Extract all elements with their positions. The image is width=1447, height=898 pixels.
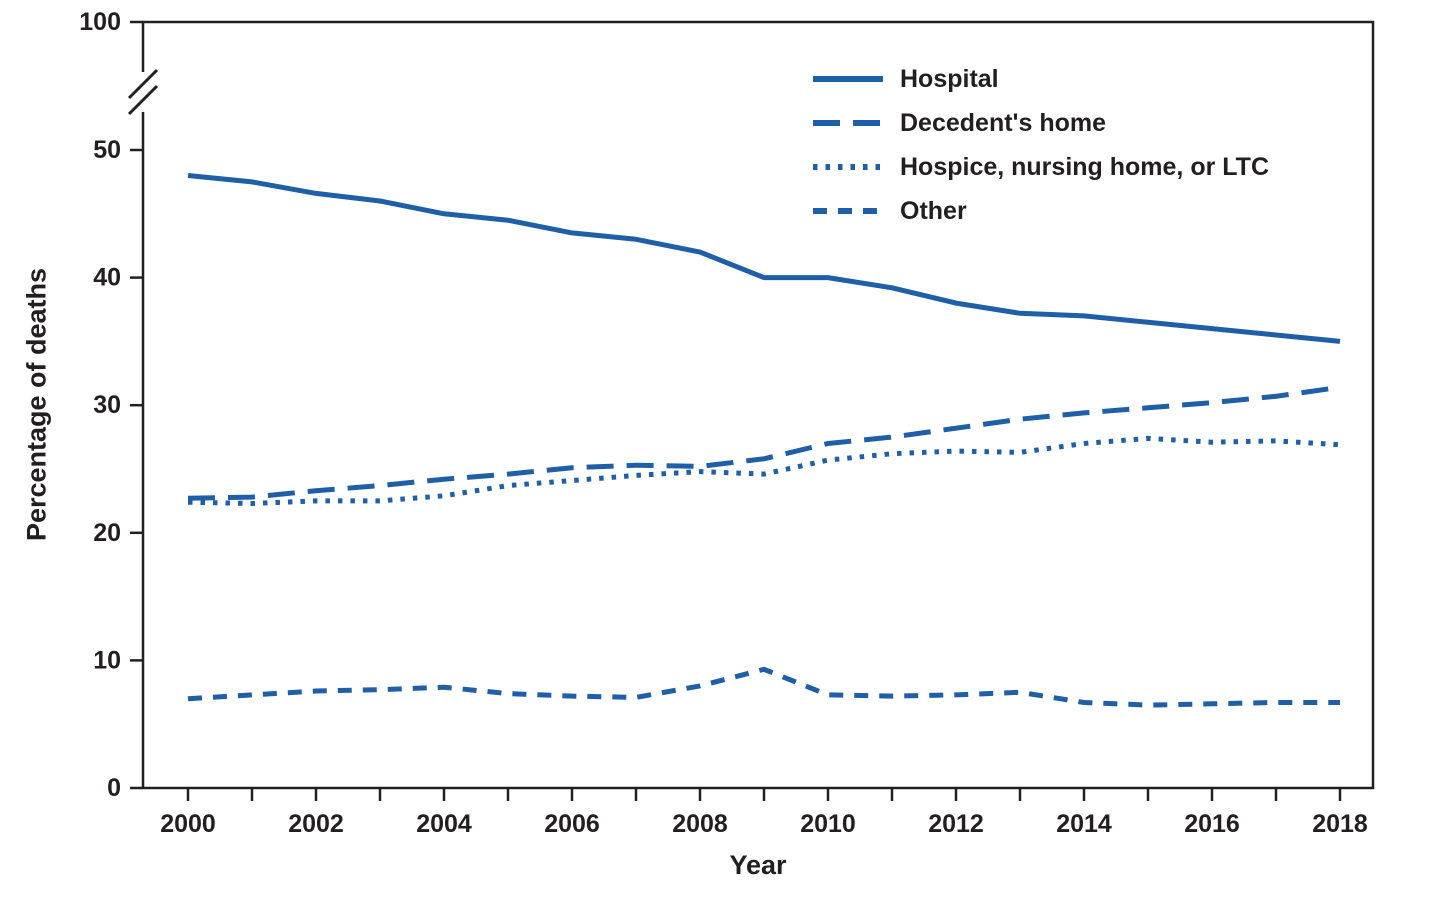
legend-label-decedents-home: Decedent's home	[900, 108, 1107, 137]
y-tick-label: 30	[93, 391, 121, 419]
legend-label-hospice-nursing-ltc: Hospice, nursing home, or LTC	[900, 152, 1270, 181]
legend-line-dotted-icon	[813, 164, 883, 170]
x-tick-label: 2004	[416, 810, 472, 838]
series-line-1	[187, 384, 1341, 501]
series-line-3	[187, 666, 1340, 708]
legend-item-hospital: Hospital	[812, 64, 1269, 94]
legend-line-long-dash-icon	[813, 120, 883, 126]
axis-break-slash-icon	[127, 68, 159, 100]
y-axis-title: Percentage of deaths	[21, 267, 52, 542]
legend-line-short-dash-icon	[813, 208, 883, 214]
y-tick-label: 100	[79, 8, 121, 36]
axis-break-gap	[138, 72, 148, 112]
axis-break-slash-icon	[127, 84, 159, 116]
x-tick-label: 2006	[544, 810, 600, 838]
x-tick-label: 2000	[160, 810, 216, 838]
legend-item-hospice-nursing-ltc: Hospice, nursing home, or LTC	[812, 152, 1269, 182]
legend-item-decedents-home: Decedent's home	[812, 108, 1269, 138]
series-line-2	[187, 435, 1341, 506]
x-axis-title: Year	[729, 850, 787, 880]
legend-line-solid-icon	[813, 76, 883, 82]
x-tick-label: 2018	[1312, 810, 1368, 838]
x-tick-label: 2008	[672, 810, 728, 838]
x-tick-label: 2002	[288, 810, 344, 838]
y-tick-label: 40	[93, 264, 121, 292]
legend: Hospital Decedent's home Hospice, nursin…	[812, 64, 1269, 226]
legend-label-hospital: Hospital	[900, 64, 999, 93]
y-tick-label: 10	[93, 646, 121, 674]
x-tick-label: 2014	[1056, 810, 1112, 838]
y-tick-label: 20	[93, 519, 121, 547]
x-tick-label: 2012	[928, 810, 984, 838]
series-line-0	[187, 173, 1341, 344]
legend-label-other: Other	[900, 196, 967, 225]
x-tick-label: 2010	[800, 810, 856, 838]
x-tick-label: 2016	[1184, 810, 1240, 838]
y-tick-label: 0	[107, 774, 121, 802]
y-tick-label: 50	[93, 136, 121, 164]
legend-item-other: Other	[812, 196, 1269, 226]
